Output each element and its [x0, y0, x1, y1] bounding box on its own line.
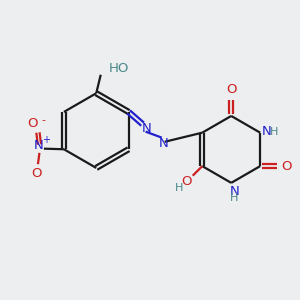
Text: N: N: [34, 139, 44, 152]
Text: H: H: [270, 127, 278, 137]
Text: HO: HO: [109, 62, 130, 75]
Text: +: +: [42, 135, 50, 145]
Text: O: O: [27, 117, 38, 130]
Text: O: O: [31, 167, 42, 180]
Text: N: N: [262, 125, 272, 138]
Text: H: H: [230, 193, 238, 203]
Text: N: N: [159, 137, 169, 150]
Text: N: N: [229, 185, 239, 198]
Text: O: O: [281, 160, 291, 172]
Text: H: H: [175, 183, 184, 193]
Text: -: -: [42, 116, 46, 126]
Text: O: O: [181, 175, 191, 188]
Text: O: O: [226, 83, 236, 97]
Text: N: N: [142, 122, 152, 135]
